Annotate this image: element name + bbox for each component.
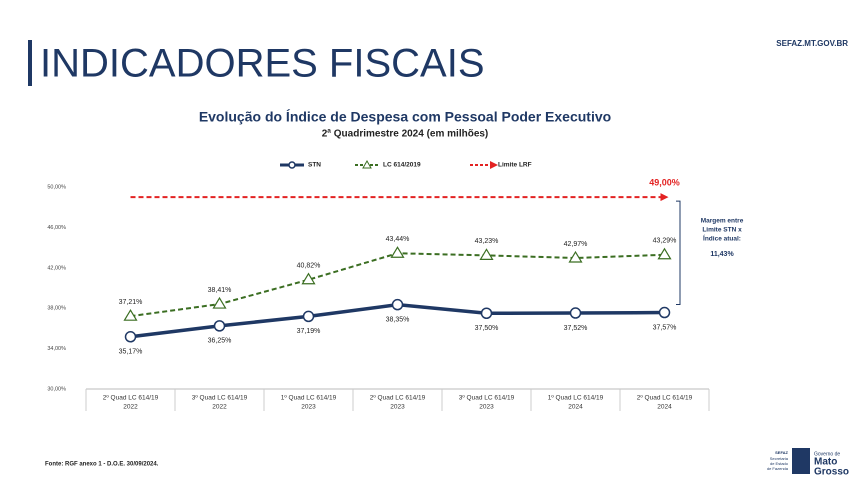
data-label: 37,21% [119, 299, 143, 306]
logo-text: Secretaria [770, 456, 789, 461]
point [302, 310, 315, 323]
data-label: 37,50% [475, 325, 499, 332]
x-tick-label: 2023 [479, 404, 494, 411]
x-tick-label: 2022 [212, 404, 227, 411]
x-tick-label: 2024 [657, 404, 672, 411]
point [391, 298, 404, 311]
x-tick-label: 1º Quad LC 614/19 [281, 395, 337, 402]
logo-text: SEFAZ [775, 450, 788, 455]
page-title: INDICADORES FISCAIS [40, 42, 485, 86]
data-label: 42,97% [564, 241, 588, 248]
logo-text: Mato [814, 457, 837, 468]
legend-label: STN [308, 162, 321, 169]
legend-label: LC 614/2019 [383, 162, 421, 169]
x-tick-label: 2º Quad LC 614/19 [103, 395, 159, 402]
data-label: 36,25% [208, 338, 232, 345]
title-bar [28, 40, 32, 86]
point [390, 246, 405, 258]
source: Fonte: RGF anexo 1 - D.O.E. 30/09/2024. [45, 462, 159, 468]
logo-shield [792, 448, 810, 474]
y-tick-label: 34,00% [47, 346, 66, 352]
data-label: 38,41% [208, 287, 232, 294]
y-tick-label: 46,00% [47, 225, 66, 231]
site: SEFAZ.MT.GOV.BR [776, 39, 848, 48]
x-tick-label: 3º Quad LC 614/19 [192, 395, 248, 402]
data-label: 40,82% [297, 263, 321, 270]
chart-title: Evolução do Índice de Despesa com Pessoa… [199, 109, 611, 125]
logo: SEFAZ Secretaria de Estado de Fazenda Go… [767, 448, 849, 478]
point [212, 296, 227, 309]
y-tick-label: 42,00% [47, 265, 66, 271]
legend-marker [288, 161, 296, 169]
data-label: 38,35% [386, 317, 410, 324]
annotation: Limite STN x [702, 227, 742, 234]
data-label: 35,17% [119, 349, 143, 356]
point [568, 250, 583, 263]
y-tick-label: 38,00% [47, 306, 66, 312]
x-tick-label: 2023 [301, 404, 316, 411]
legend-label: Limite LRF [498, 162, 532, 169]
bracket [676, 200, 681, 306]
data-label: 37,52% [564, 325, 588, 332]
y-tick-label: 30,00% [47, 386, 66, 392]
point [213, 320, 226, 332]
annotation: Índice atual: [703, 234, 741, 243]
data-label: 49,00% [649, 177, 680, 187]
data-label: 43,23% [475, 238, 499, 245]
legend-marker [362, 159, 372, 169]
chart-subtitle: 2ª Quadrimestre 2024 (em milhões) [322, 129, 489, 140]
logo-text: de Fazenda [767, 466, 789, 471]
point [480, 307, 493, 319]
data-label: 43,29% [653, 238, 677, 245]
point [123, 309, 138, 321]
logo-text: de Estado [770, 461, 789, 466]
point [657, 247, 672, 260]
x-tick-label: 2024 [568, 404, 583, 411]
logo-text: Grosso [814, 467, 849, 478]
x-tick-label: 3º Quad LC 614/19 [459, 395, 515, 402]
x-tick-label: 2º Quad LC 614/19 [370, 395, 426, 402]
data-label: 37,57% [653, 324, 677, 331]
point [124, 331, 137, 343]
point [569, 307, 582, 319]
data-label: 37,19% [297, 328, 321, 335]
data-label: 43,44% [386, 236, 410, 243]
point [479, 248, 494, 260]
x-tick-label: 2º Quad LC 614/19 [637, 395, 693, 402]
x-tick-label: 2022 [123, 404, 138, 411]
x-tick-label: 1º Quad LC 614/19 [548, 395, 604, 402]
annotation: Margem entre [701, 218, 744, 225]
point [658, 306, 671, 319]
logo-text: Governo de [814, 451, 840, 457]
annotation-value: 11,43% [710, 251, 734, 258]
point [301, 272, 316, 285]
x-tick-label: 2023 [390, 404, 405, 411]
y-tick-label: 50,00% [47, 184, 66, 190]
